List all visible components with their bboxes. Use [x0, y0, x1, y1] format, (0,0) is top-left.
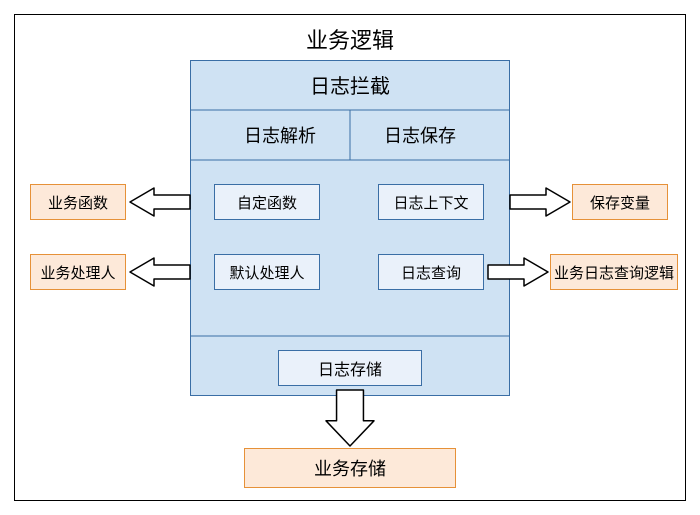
- arrow-right-bottom-icon: [488, 258, 548, 286]
- log-storage-box: 日志存储: [278, 350, 422, 386]
- log-query-box: 日志查询: [378, 254, 484, 290]
- biz-log-query-box: 业务日志查询逻辑: [550, 254, 678, 290]
- default-handler-box: 默认处理人: [214, 254, 320, 290]
- log-parse-label: 日志解析: [230, 122, 330, 148]
- custom-function-box: 自定函数: [214, 184, 320, 220]
- save-variable-box: 保存变量: [572, 184, 668, 220]
- biz-function-box: 业务函数: [30, 184, 126, 220]
- arrow-left-top-icon: [130, 188, 190, 216]
- arrow-down-icon: [326, 390, 374, 446]
- title-label: 业务逻辑: [300, 24, 400, 54]
- arrow-left-bottom-icon: [130, 258, 190, 286]
- log-intercept-label: 日志拦截: [300, 70, 400, 98]
- biz-storage-box: 业务存储: [244, 448, 456, 488]
- arrow-right-top-icon: [510, 188, 570, 216]
- biz-handler-box: 业务处理人: [30, 254, 126, 290]
- log-context-box: 日志上下文: [378, 184, 484, 220]
- log-save-label: 日志保存: [370, 122, 470, 148]
